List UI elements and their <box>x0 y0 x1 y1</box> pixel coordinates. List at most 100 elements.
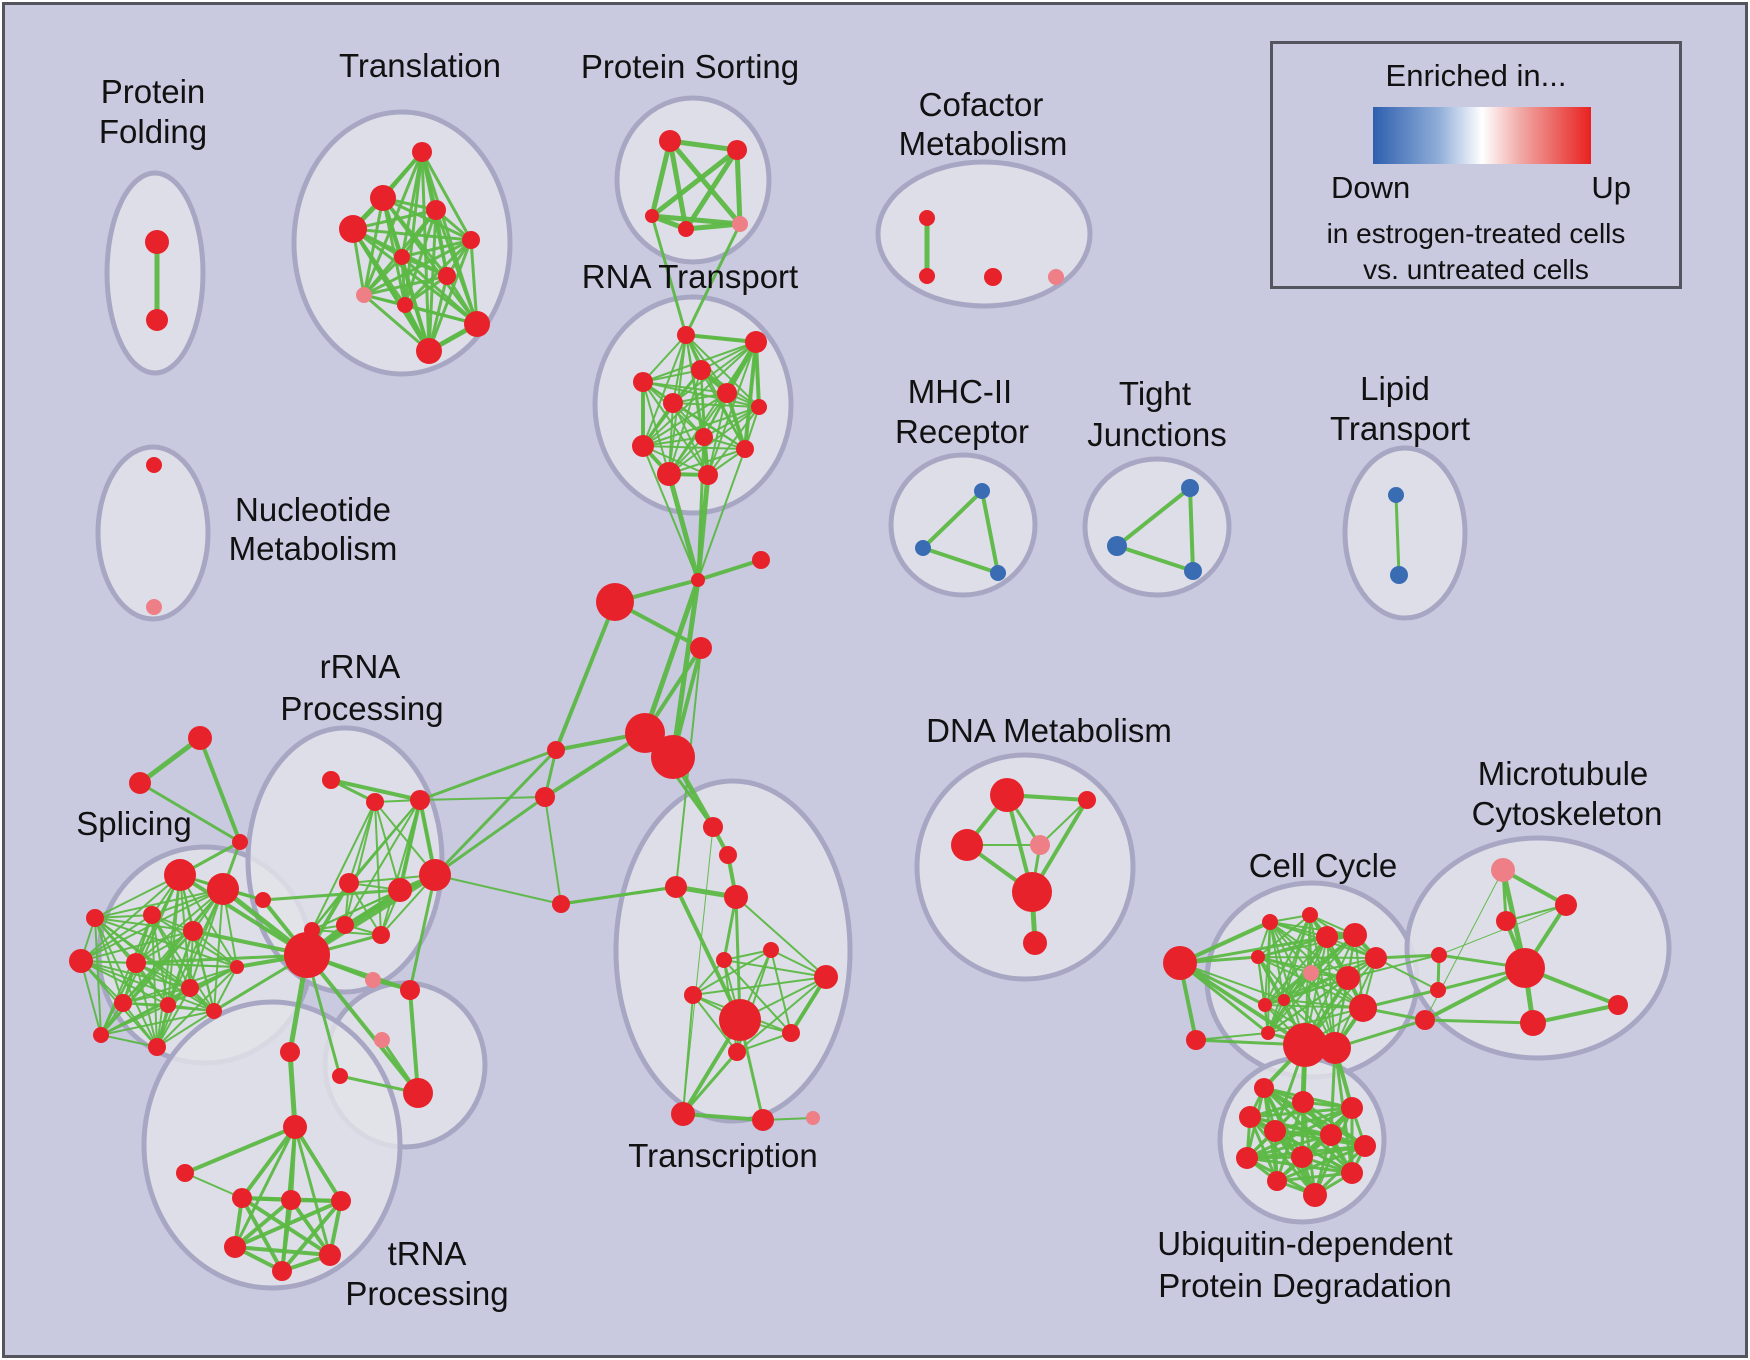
gene-set-node[interactable] <box>717 383 737 403</box>
gene-set-node[interactable] <box>1341 1097 1363 1119</box>
gene-set-node[interactable] <box>633 372 653 392</box>
gene-set-node[interactable] <box>625 713 665 753</box>
gene-set-node[interactable] <box>86 909 104 927</box>
gene-set-node[interactable] <box>1302 907 1318 923</box>
gene-set-node[interactable] <box>224 1236 246 1258</box>
gene-set-node[interactable] <box>1184 562 1202 580</box>
gene-set-node[interactable] <box>752 551 770 569</box>
gene-set-node[interactable] <box>1186 1030 1206 1050</box>
gene-set-node[interactable] <box>703 817 723 837</box>
gene-set-node[interactable] <box>752 1109 774 1131</box>
gene-set-node[interactable] <box>336 916 354 934</box>
gene-set-node[interactable] <box>1343 923 1367 947</box>
gene-set-node[interactable] <box>146 599 162 615</box>
gene-set-node[interactable] <box>1415 1010 1435 1030</box>
gene-set-node[interactable] <box>1107 536 1127 556</box>
gene-set-node[interactable] <box>232 834 248 850</box>
gene-set-node[interactable] <box>1608 995 1628 1015</box>
gene-set-node[interactable] <box>1390 566 1408 584</box>
gene-set-node[interactable] <box>691 573 705 587</box>
gene-set-node[interactable] <box>394 249 410 265</box>
gene-set-node[interactable] <box>745 331 767 353</box>
gene-set-node[interactable] <box>1262 914 1278 930</box>
gene-set-node[interactable] <box>281 1190 301 1210</box>
gene-set-node[interactable] <box>1430 982 1446 998</box>
gene-set-node[interactable] <box>806 1111 820 1125</box>
gene-set-node[interactable] <box>751 399 767 415</box>
gene-set-node[interactable] <box>255 892 271 908</box>
gene-set-node[interactable] <box>462 231 480 249</box>
gene-set-node[interactable] <box>990 778 1024 812</box>
gene-set-node[interactable] <box>915 540 931 556</box>
gene-set-node[interactable] <box>1316 926 1338 948</box>
gene-set-node[interactable] <box>990 565 1006 581</box>
gene-set-node[interactable] <box>1264 1120 1286 1142</box>
gene-set-node[interactable] <box>284 932 330 978</box>
gene-set-node[interactable] <box>93 1027 109 1043</box>
gene-set-node[interactable] <box>1012 872 1052 912</box>
gene-set-node[interactable] <box>1320 1124 1342 1146</box>
gene-set-node[interactable] <box>1278 994 1290 1006</box>
gene-set-node[interactable] <box>645 209 659 223</box>
gene-set-node[interactable] <box>691 360 711 380</box>
gene-set-node[interactable] <box>814 965 838 989</box>
gene-set-node[interactable] <box>145 230 169 254</box>
gene-set-node[interactable] <box>1555 894 1577 916</box>
gene-set-node[interactable] <box>724 885 748 909</box>
gene-set-node[interactable] <box>1303 1183 1327 1207</box>
gene-set-node[interactable] <box>1520 1010 1546 1036</box>
gene-set-node[interactable] <box>322 771 340 789</box>
gene-set-node[interactable] <box>1491 858 1515 882</box>
gene-set-node[interactable] <box>1388 487 1404 503</box>
gene-set-node[interactable] <box>207 873 239 905</box>
gene-set-node[interactable] <box>782 1024 800 1042</box>
gene-set-node[interactable] <box>763 942 779 958</box>
gene-set-node[interactable] <box>1023 931 1047 955</box>
gene-set-node[interactable] <box>126 953 146 973</box>
gene-set-node[interactable] <box>181 979 199 997</box>
gene-set-node[interactable] <box>1258 998 1272 1012</box>
gene-set-node[interactable] <box>919 268 935 284</box>
gene-set-node[interactable] <box>164 859 196 891</box>
gene-set-node[interactable] <box>438 267 456 285</box>
gene-set-node[interactable] <box>283 1115 307 1139</box>
gene-set-node[interactable] <box>727 140 747 160</box>
gene-set-node[interactable] <box>412 142 432 162</box>
gene-set-node[interactable] <box>1505 948 1545 988</box>
gene-set-node[interactable] <box>1365 947 1387 969</box>
gene-set-node[interactable] <box>736 440 754 458</box>
gene-set-node[interactable] <box>1030 835 1050 855</box>
gene-set-node[interactable] <box>69 949 93 973</box>
gene-set-node[interactable] <box>339 215 367 243</box>
gene-set-node[interactable] <box>1336 966 1360 990</box>
gene-set-node[interactable] <box>684 986 702 1004</box>
gene-set-node[interactable] <box>374 1032 390 1048</box>
gene-set-node[interactable] <box>114 994 132 1012</box>
gene-set-node[interactable] <box>280 1042 300 1062</box>
gene-set-node[interactable] <box>388 878 412 902</box>
gene-set-node[interactable] <box>272 1261 292 1281</box>
gene-set-node[interactable] <box>728 1043 746 1061</box>
gene-set-node[interactable] <box>1319 1032 1351 1064</box>
gene-set-node[interactable] <box>665 876 687 898</box>
gene-set-node[interactable] <box>671 1102 695 1126</box>
gene-set-node[interactable] <box>332 1068 348 1084</box>
gene-set-node[interactable] <box>1354 1135 1376 1157</box>
gene-set-node[interactable] <box>1163 946 1197 980</box>
gene-set-node[interactable] <box>356 287 372 303</box>
gene-set-node[interactable] <box>1431 947 1447 963</box>
gene-set-node[interactable] <box>1261 1026 1275 1040</box>
gene-set-node[interactable] <box>1251 950 1265 964</box>
gene-set-node[interactable] <box>410 790 430 810</box>
gene-set-node[interactable] <box>1236 1147 1258 1169</box>
gene-set-node[interactable] <box>148 1038 166 1056</box>
gene-set-node[interactable] <box>951 829 983 861</box>
gene-set-node[interactable] <box>146 309 168 331</box>
gene-set-node[interactable] <box>732 216 748 232</box>
gene-set-node[interactable] <box>663 393 683 413</box>
gene-set-node[interactable] <box>1267 1171 1287 1191</box>
gene-set-node[interactable] <box>716 952 732 968</box>
gene-set-node[interactable] <box>1291 1146 1313 1168</box>
gene-set-node[interactable] <box>596 583 634 621</box>
gene-set-node[interactable] <box>1078 791 1096 809</box>
